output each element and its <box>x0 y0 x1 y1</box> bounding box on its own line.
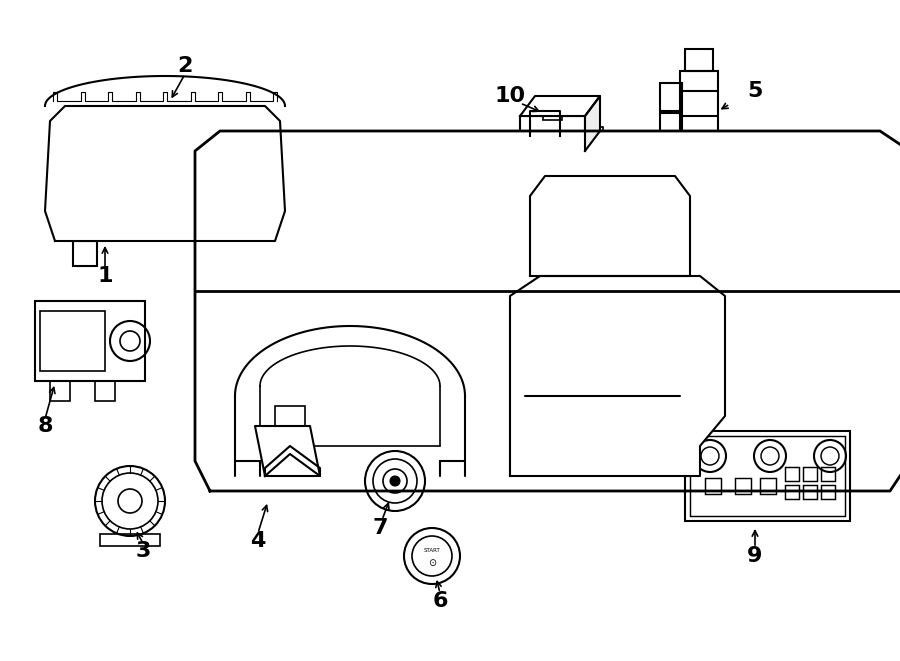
Circle shape <box>390 476 400 486</box>
Bar <box>40 311 105 371</box>
Circle shape <box>137 180 143 186</box>
Bar <box>100 534 160 546</box>
Text: 4: 4 <box>250 531 266 551</box>
Text: 7: 7 <box>373 518 388 538</box>
Bar <box>95 381 115 401</box>
Polygon shape <box>255 426 320 476</box>
Bar <box>803 467 817 481</box>
Bar <box>760 478 776 494</box>
Text: 2: 2 <box>177 56 193 76</box>
Bar <box>803 485 817 499</box>
Bar <box>785 467 799 481</box>
Bar <box>685 431 850 521</box>
Bar <box>660 83 682 111</box>
Text: 6: 6 <box>432 591 448 611</box>
Bar <box>680 71 718 161</box>
Bar <box>785 485 799 499</box>
Polygon shape <box>585 96 600 151</box>
Text: 5: 5 <box>747 81 762 101</box>
Bar <box>525 356 680 436</box>
Bar <box>685 159 707 183</box>
Bar <box>60 126 270 231</box>
Polygon shape <box>45 106 285 241</box>
Bar <box>275 406 305 426</box>
Bar <box>520 116 585 151</box>
Circle shape <box>242 183 248 189</box>
Bar <box>585 126 603 141</box>
Bar <box>35 301 145 381</box>
Polygon shape <box>520 96 600 116</box>
Bar <box>690 436 845 516</box>
Text: 8: 8 <box>37 416 53 436</box>
Bar <box>685 49 713 71</box>
Bar <box>735 478 751 494</box>
Text: 10: 10 <box>494 86 526 106</box>
Bar <box>543 108 562 120</box>
Circle shape <box>87 183 93 189</box>
Polygon shape <box>510 276 725 476</box>
Bar <box>50 381 70 401</box>
Bar <box>821 485 835 499</box>
Bar <box>705 478 721 494</box>
Bar <box>73 241 97 266</box>
Polygon shape <box>530 176 690 276</box>
Bar <box>821 467 835 481</box>
Bar <box>660 113 682 141</box>
Text: 9: 9 <box>747 546 762 566</box>
Text: 3: 3 <box>135 541 150 561</box>
Text: START: START <box>424 549 440 553</box>
Text: ⊙: ⊙ <box>428 558 436 568</box>
Polygon shape <box>195 131 900 491</box>
Circle shape <box>192 180 198 186</box>
Text: 1: 1 <box>97 266 112 286</box>
Bar <box>233 241 257 266</box>
